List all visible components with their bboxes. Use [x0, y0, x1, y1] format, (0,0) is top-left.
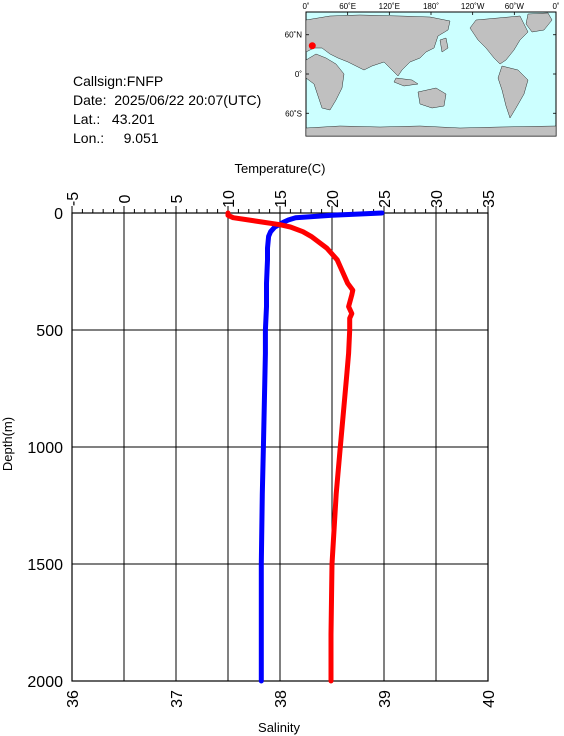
map-lon-label: 60˚W [505, 2, 525, 11]
temperature-profile-line [258, 210, 385, 684]
float-info: Callsign:FNFP Date: 2025/06/22 20:07(UTC… [73, 72, 261, 148]
south-america-landmass [497, 65, 529, 119]
map-lat-label: 60˚N [285, 31, 303, 40]
depth-axis-title: Depth(m) [0, 417, 15, 471]
indonesia-islands [393, 77, 419, 87]
date-text: Date: 2025/06/22 20:07(UTC) [73, 92, 262, 108]
temperature-tick-label: 30 [429, 190, 446, 208]
temperature-tick-label: 15 [273, 190, 290, 208]
salinity-tick-label: 40 [481, 690, 498, 708]
japan-islands [439, 37, 449, 53]
salinity-axis-title: Salinity [258, 720, 300, 735]
temperature-tick-label: 10 [221, 190, 238, 208]
australia-landmass [417, 87, 447, 109]
depth-tick-label: 2000 [27, 674, 63, 691]
salinity-axis-ticks: 36 37 38 39 40 [65, 690, 498, 708]
longitude-text: Lon.: 9.051 [73, 130, 159, 146]
temperature-tick-label: -5 [65, 192, 82, 206]
africa-landmass [305, 53, 345, 111]
antarctica-landmass [305, 125, 557, 137]
salinity-tick-label: 38 [273, 690, 290, 708]
callsign-text: Callsign:FNFP [73, 73, 164, 89]
map-longitude-labels: 0˚ 60˚E 120˚E 180˚ 120˚W 60˚W 0˚ [302, 2, 559, 11]
map-lat-label: 0˚ [295, 70, 302, 79]
salinity-tick-label: 37 [169, 690, 186, 708]
map-lon-label: 60˚E [339, 2, 356, 11]
greenland-landmass [525, 12, 553, 33]
map-land [305, 12, 557, 137]
profile-series [225, 210, 385, 684]
map-lon-label: 0˚ [302, 2, 309, 11]
depth-tick-label: 1500 [27, 557, 63, 574]
map-tick-marks [305, 12, 557, 114]
depth-tick-label: 500 [36, 323, 63, 340]
map-lon-label: 180˚ [423, 2, 439, 11]
map-lon-label: 120˚W [461, 2, 485, 11]
temperature-axis-title: Temperature(C) [234, 161, 325, 176]
depth-axis-ticks: 0 500 1000 1500 2000 [27, 206, 63, 691]
temperature-tick-label: 25 [377, 190, 394, 208]
latitude-text: Lat.: 43.201 [73, 111, 155, 127]
float-position-marker [308, 42, 316, 50]
north-america-landmass [469, 15, 529, 65]
temperature-tick-label: 35 [481, 190, 498, 208]
temperature-tick-label: 5 [169, 194, 186, 203]
salinity-tick-label: 39 [377, 690, 394, 708]
temperature-tick-label: 0 [117, 194, 134, 203]
salinity-profile-line [225, 210, 356, 684]
depth-tick-label: 1000 [27, 440, 63, 457]
temperature-axis-ticks: -5 0 5 10 15 20 25 30 35 [65, 190, 498, 208]
chart-grid [71, 212, 489, 682]
salinity-tick-label: 36 [65, 690, 82, 708]
map-latitude-labels: 60˚N 0˚ 60˚S [285, 31, 303, 119]
temperature-tick-label: 20 [325, 190, 342, 208]
eurasia-landmass [305, 14, 451, 77]
map-lon-label: 0˚ [552, 2, 559, 11]
depth-tick-label: 0 [54, 206, 63, 223]
map-lat-label: 60˚S [285, 109, 302, 118]
map-lon-label: 120˚E [379, 2, 400, 11]
